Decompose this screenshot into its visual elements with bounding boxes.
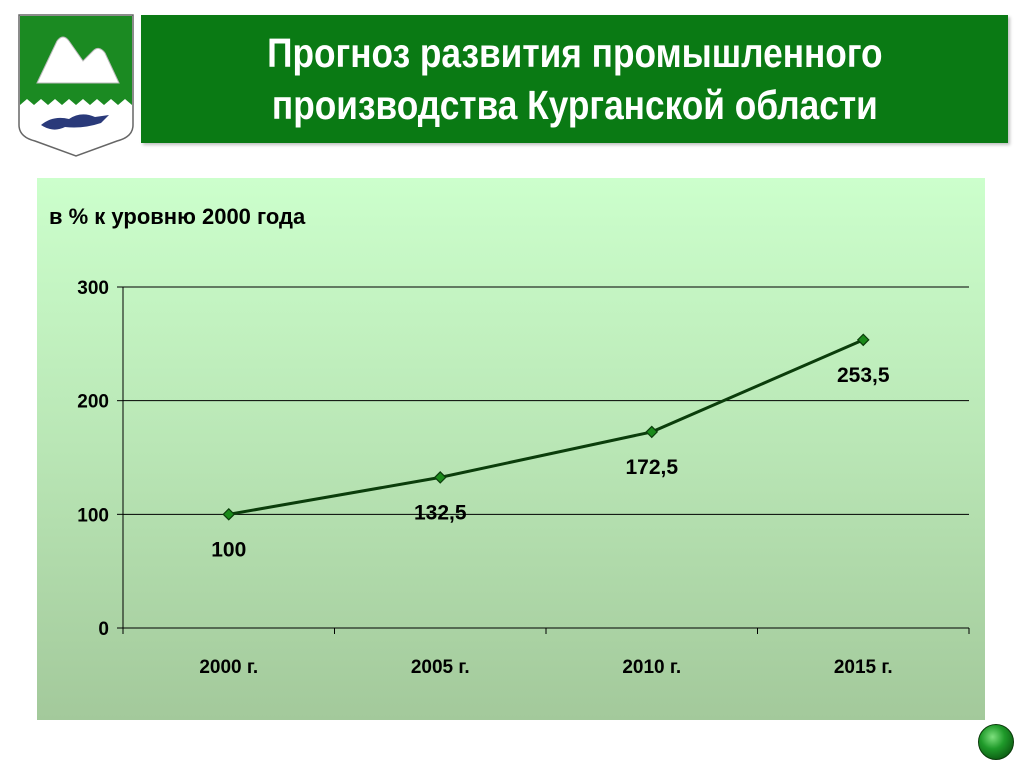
x-tick-label: 2000 г. xyxy=(199,657,258,678)
title-banner: Прогноз развития промышленного производс… xyxy=(141,15,1008,143)
y-tick-label: 200 xyxy=(77,392,109,413)
data-label: 132,5 xyxy=(414,501,467,524)
x-tick-label: 2010 г. xyxy=(622,657,681,678)
y-tick-label: 300 xyxy=(77,278,109,299)
data-point xyxy=(856,333,870,347)
data-label: 172,5 xyxy=(625,456,678,479)
data-label: 253,5 xyxy=(837,364,890,387)
data-point xyxy=(645,425,659,439)
coat-of-arms-icon xyxy=(18,14,134,157)
chart-panel: в % к уровню 2000 года 0 100 200 300 2000 г.… xyxy=(37,178,985,720)
chart-title: в % к уровню 2000 года xyxy=(49,204,306,229)
x-tick-label: 2015 г. xyxy=(834,657,893,678)
x-tick-label: 2005 г. xyxy=(411,657,470,678)
series-line xyxy=(228,338,864,516)
slide-title: Прогноз развития промышленного производс… xyxy=(266,30,883,128)
data-point xyxy=(222,507,236,521)
line-chart: в % к уровню 2000 года 0 100 200 300 2000 г.… xyxy=(49,204,970,678)
next-slide-button[interactable] xyxy=(978,724,1014,760)
y-tick-label: 100 xyxy=(77,505,109,526)
data-label: 100 xyxy=(211,538,246,561)
y-tick-label: 0 xyxy=(98,619,109,640)
data-point xyxy=(433,471,447,484)
